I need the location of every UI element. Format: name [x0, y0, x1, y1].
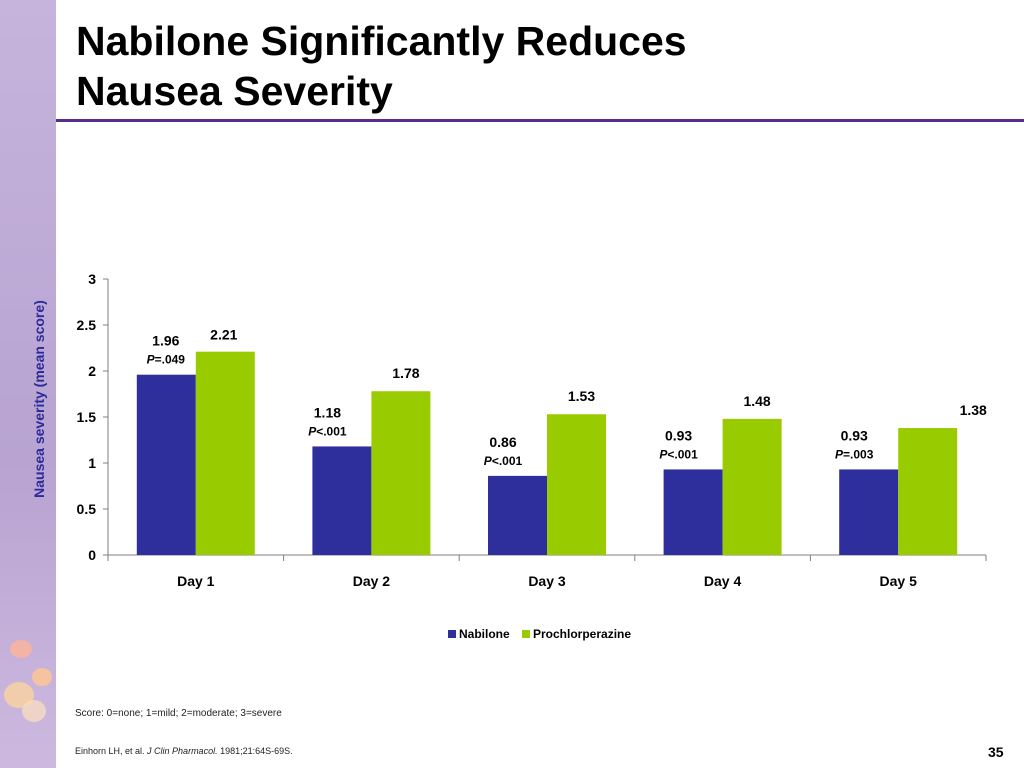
- y-tick-label: 2: [88, 363, 96, 379]
- p-value-text: <.001: [667, 447, 698, 461]
- y-tick-label: 1: [88, 455, 96, 471]
- page-number: 35: [988, 744, 1004, 760]
- y-tick-label: 0.5: [77, 501, 97, 517]
- data-label-prochlorperazine: 1.48: [743, 393, 770, 409]
- legend-swatch-prochlorperazine: [522, 630, 530, 638]
- p-value-text: <.001: [316, 424, 347, 438]
- citation: Einhorn LH, et al. J Clin Pharmacol. 198…: [75, 746, 293, 756]
- bar-prochlorperazine: [722, 418, 782, 555]
- bar-prochlorperazine: [898, 428, 958, 555]
- p-value-prefix: P: [659, 447, 668, 461]
- p-value-prefix: P: [484, 454, 493, 468]
- data-label-prochlorperazine: 1.53: [568, 388, 595, 404]
- bar-prochlorperazine: [547, 414, 606, 555]
- decorative-side-strip: [0, 0, 56, 768]
- y-tick-label: 1.5: [77, 409, 97, 425]
- y-tick-label: 3: [88, 271, 96, 287]
- p-value-text: <.001: [492, 454, 523, 468]
- p-value-label: P<.001: [308, 424, 347, 438]
- legend-label-nabilone: Nabilone: [459, 627, 510, 641]
- bar-nabilone: [839, 469, 899, 555]
- p-value-prefix: P: [147, 353, 156, 367]
- bar-nabilone: [663, 469, 723, 555]
- bar-nabilone: [136, 374, 196, 555]
- decorative-dot: [32, 668, 52, 686]
- x-tick-label: Day 4: [704, 573, 742, 589]
- decorative-dot: [10, 640, 32, 658]
- legend-label-prochlorperazine: Prochlorperazine: [533, 627, 631, 641]
- x-tick-label: Day 2: [353, 573, 391, 589]
- p-value-label: P=.049: [147, 353, 186, 367]
- bar-prochlorperazine: [195, 351, 255, 555]
- y-tick-label: 0: [88, 547, 96, 563]
- data-label-nabilone: 1.96: [152, 333, 179, 349]
- p-value-text: =.049: [155, 353, 186, 367]
- p-value-prefix: P: [835, 447, 844, 461]
- title-divider: [56, 119, 1024, 122]
- score-footnote: Score: 0=none; 1=mild; 2=moderate; 3=sev…: [75, 708, 282, 719]
- citation-journal: J Clin Pharmacol.: [147, 746, 218, 756]
- data-label-prochlorperazine: 1.38: [960, 402, 987, 418]
- decorative-dot: [22, 700, 46, 722]
- x-tick-label: Day 3: [528, 573, 566, 589]
- data-label-nabilone: 0.86: [489, 434, 516, 450]
- legend-swatch-nabilone: [448, 630, 456, 638]
- data-label-prochlorperazine: 1.78: [392, 365, 419, 381]
- bar-prochlorperazine: [371, 391, 431, 555]
- p-value-label: P=.003: [835, 447, 874, 461]
- citation-authors: Einhorn LH, et al.: [75, 746, 148, 756]
- y-axis-title: Nausea severity (mean score): [31, 300, 47, 498]
- data-label-nabilone: 1.18: [314, 404, 341, 420]
- bar-nabilone: [488, 475, 547, 555]
- bar-nabilone: [312, 446, 372, 555]
- x-tick-label: Day 5: [880, 573, 918, 589]
- p-value-text: =.003: [843, 447, 874, 461]
- citation-details: 1981;21:64S-69S.: [217, 746, 293, 756]
- data-label-nabilone: 0.93: [665, 427, 692, 443]
- data-label-prochlorperazine: 2.21: [210, 327, 237, 343]
- p-value-label: P<.001: [484, 454, 523, 468]
- slide-title: Nabilone Significantly Reduces Nausea Se…: [76, 18, 687, 114]
- p-value-label: P<.001: [659, 447, 698, 461]
- x-tick-label: Day 1: [177, 573, 215, 589]
- y-tick-label: 2.5: [77, 317, 97, 333]
- p-value-prefix: P: [308, 424, 317, 438]
- data-label-nabilone: 0.93: [841, 427, 868, 443]
